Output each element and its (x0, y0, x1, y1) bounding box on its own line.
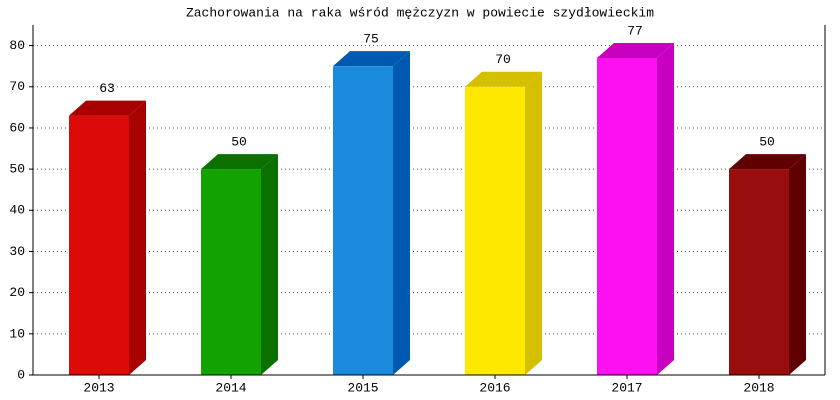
y-tick-label: 70 (9, 79, 25, 94)
bar-top (465, 71, 542, 87)
value-label: 50 (759, 135, 775, 150)
y-tick-label: 20 (9, 285, 25, 300)
bar-top (729, 154, 806, 170)
y-tick-label: 40 (9, 203, 25, 218)
x-tick-label: 2018 (743, 380, 774, 395)
bar-top (597, 42, 674, 58)
bar (69, 115, 129, 376)
y-tick-label: 80 (9, 38, 25, 53)
bar-side (393, 51, 410, 375)
x-tick-label: 2014 (215, 380, 246, 395)
bar-side (129, 100, 146, 376)
bar-side (657, 42, 674, 376)
x-tick-label: 2015 (347, 380, 378, 395)
value-label: 70 (495, 52, 511, 67)
value-label: 77 (627, 23, 643, 38)
y-tick-label: 50 (9, 162, 25, 177)
bar-top (333, 51, 410, 67)
bar (465, 86, 525, 375)
chart-title: Zachorowania na raka wśród mężczyzn w po… (186, 5, 654, 20)
bar (597, 57, 657, 376)
y-tick-label: 60 (9, 120, 25, 135)
value-label: 63 (99, 81, 115, 96)
bar-side (261, 154, 278, 375)
bar (729, 169, 789, 375)
y-tick-label: 0 (17, 367, 25, 382)
bar (201, 169, 261, 375)
bar-top (69, 100, 146, 116)
bar-side (525, 71, 542, 375)
x-tick-label: 2016 (479, 380, 510, 395)
value-label: 75 (363, 32, 379, 47)
y-tick-label: 10 (9, 326, 25, 341)
y-tick-label: 30 (9, 244, 25, 259)
x-tick-label: 2017 (611, 380, 642, 395)
value-label: 50 (231, 135, 247, 150)
x-tick-label: 2013 (83, 380, 114, 395)
bar-top (201, 154, 278, 170)
bar-side (789, 154, 806, 375)
bar (333, 66, 393, 376)
